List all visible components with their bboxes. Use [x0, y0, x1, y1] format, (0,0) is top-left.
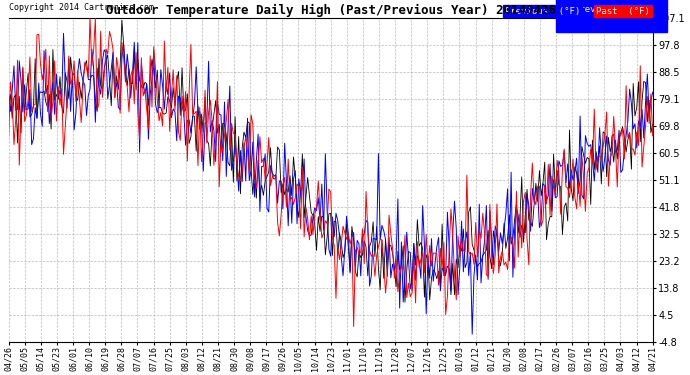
Title: Outdoor Temperature Daily High (Past/Previous Year) 20140426: Outdoor Temperature Daily High (Past/Pre… — [106, 4, 555, 17]
Text: Previous  (°F): Previous (°F) — [574, 4, 649, 13]
Text: Copyright 2014 Cartronics.com: Copyright 2014 Cartronics.com — [9, 3, 154, 12]
Text: Past  (°F): Past (°F) — [596, 7, 650, 16]
Text: Previous  (°F): Previous (°F) — [505, 7, 580, 16]
